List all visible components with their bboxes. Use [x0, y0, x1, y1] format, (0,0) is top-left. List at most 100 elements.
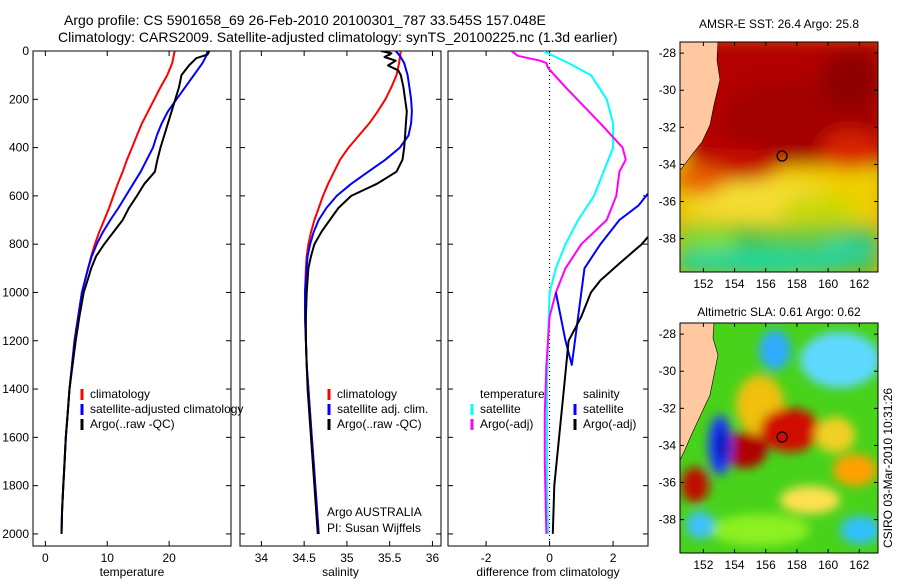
y-tick-label: 2000	[2, 527, 29, 541]
legend-label: climatology	[90, 387, 150, 401]
series-line	[510, 51, 627, 534]
x-tick-label: 158	[787, 277, 807, 291]
y-tick-label: -34	[659, 438, 677, 452]
salinity-panel: 34 34.5 35 35.5 36 salinity climatologysatelli…	[239, 50, 442, 579]
sst-map-frame	[679, 41, 879, 273]
x-tick-label: 160	[818, 277, 838, 291]
y-tick-label: -32	[659, 120, 677, 134]
temperature-panel-xlabel: temperature	[100, 565, 165, 579]
salinity-panel-frame	[239, 50, 442, 547]
x-tick-label: 2	[610, 551, 617, 565]
argo-float-marker	[776, 431, 788, 443]
x-tick-label: 0	[42, 551, 49, 565]
y-tick-label: 1400	[2, 382, 29, 396]
series-line	[542, 51, 615, 534]
y-tick-label: -38	[659, 232, 677, 246]
sla-map-frame	[679, 322, 879, 554]
difference-panel-legend: temperature salinitysatelliteArgo(-adj)sa…	[470, 387, 636, 431]
legend-label: Argo(-adj)	[480, 417, 533, 431]
series-line	[554, 192, 648, 366]
y-tick-label: -32	[659, 401, 677, 415]
sla-map: Altimetric SLA: 0.61 Argo: 0.62 152 154 156…	[659, 305, 879, 572]
salinity-panel-xlabel: salinity	[322, 565, 359, 579]
y-tick-label: 0	[22, 44, 29, 58]
y-tick-label: -36	[659, 476, 677, 490]
x-tick-label: 162	[849, 277, 869, 291]
x-tick-label: 152	[693, 558, 713, 572]
x-tick-label: 36	[426, 551, 440, 565]
legend-label: Argo(..raw -QC)	[90, 417, 175, 431]
y-tick-label: -36	[659, 195, 677, 209]
chart-layer: 0 10 2002004006008001000120014001600180020…	[2, 17, 879, 579]
y-tick-label: 1200	[2, 334, 29, 348]
sst-map: AMSR-E SST: 26.4 Argo: 25.8 152 154 156 158 1…	[659, 17, 879, 291]
x-tick-label: 35	[340, 551, 354, 565]
series-line	[304, 51, 413, 534]
x-tick-label: 156	[756, 558, 776, 572]
x-tick-label: 154	[725, 277, 745, 291]
y-tick-label: -38	[659, 513, 677, 527]
y-tick-label: -30	[659, 83, 677, 97]
argo-float-marker	[776, 150, 788, 162]
x-tick-label: 10	[101, 551, 115, 565]
x-tick-label: 158	[787, 558, 807, 572]
series-line	[551, 236, 648, 534]
series-line	[60, 51, 176, 534]
legend-label: satellite adj. clim.	[337, 402, 428, 416]
y-tick-label: 200	[9, 92, 29, 106]
x-tick-label: 35.5	[378, 551, 402, 565]
y-tick-label: 400	[9, 141, 29, 155]
legend-label: climatology	[337, 387, 397, 401]
legend-label: satellite-adjusted climatology	[90, 402, 243, 416]
legend-label: Argo(-adj)	[583, 417, 636, 431]
x-tick-label: 34.5	[292, 551, 316, 565]
owner-line2: PI: Susan Wijffels	[327, 521, 421, 535]
legend-label: satellite	[480, 402, 521, 416]
y-tick-label: -30	[659, 364, 677, 378]
difference-panel-xlabel: difference from climatology	[476, 565, 619, 579]
legend-group-header: salinity	[583, 387, 620, 401]
footer-timestamp: CSIRO 03-Mar-2010 10:31:26	[881, 388, 895, 548]
y-tick-label: 800	[9, 237, 29, 251]
owner-line1: Argo AUSTRALIA	[327, 505, 422, 519]
x-tick-label: -2	[481, 551, 492, 565]
x-tick-label: 34	[255, 551, 269, 565]
y-tick-label: 1000	[2, 285, 29, 299]
legend-label: Argo(..raw -QC)	[337, 417, 422, 431]
y-tick-label: 1600	[2, 430, 29, 444]
temperature-panel: 0 10 2002004006008001000120014001600180020…	[2, 44, 243, 579]
series-line	[60, 51, 211, 534]
y-tick-label: 600	[9, 189, 29, 203]
sst-map-image	[680, 42, 878, 272]
x-tick-label: 162	[849, 558, 869, 572]
series-line	[304, 51, 408, 534]
sla-map-image	[680, 323, 878, 553]
legend-group-header: temperature	[480, 387, 545, 401]
temperature-panel-frame	[32, 50, 232, 547]
figure-title-line2: Climatology: CARS2009. Satellite-adjuste…	[58, 29, 618, 45]
y-tick-label: -28	[659, 327, 677, 341]
x-tick-label: 156	[756, 277, 776, 291]
x-tick-label: 0	[546, 551, 553, 565]
x-tick-label: 152	[693, 277, 713, 291]
series-line	[304, 51, 402, 534]
figure-title-line1: Argo profile: CS 5901658_69 26-Feb-2010 …	[64, 12, 546, 28]
y-tick-label: -28	[659, 46, 677, 60]
legend-label: satellite	[583, 402, 624, 416]
difference-panel-frame	[447, 50, 649, 547]
x-tick-label: 160	[818, 558, 838, 572]
sst-map-title: AMSR-E SST: 26.4 Argo: 25.8	[699, 17, 859, 31]
y-tick-label: 1800	[2, 479, 29, 493]
salinity-panel-plot-area	[304, 51, 413, 534]
sla-map-title: Altimetric SLA: 0.61 Argo: 0.62	[697, 305, 861, 319]
temperature-panel-plot-area	[60, 51, 211, 534]
x-tick-label: 20	[162, 551, 176, 565]
difference-panel-plot-area	[510, 51, 648, 546]
x-tick-label: 154	[725, 558, 745, 572]
y-tick-label: -34	[659, 157, 677, 171]
